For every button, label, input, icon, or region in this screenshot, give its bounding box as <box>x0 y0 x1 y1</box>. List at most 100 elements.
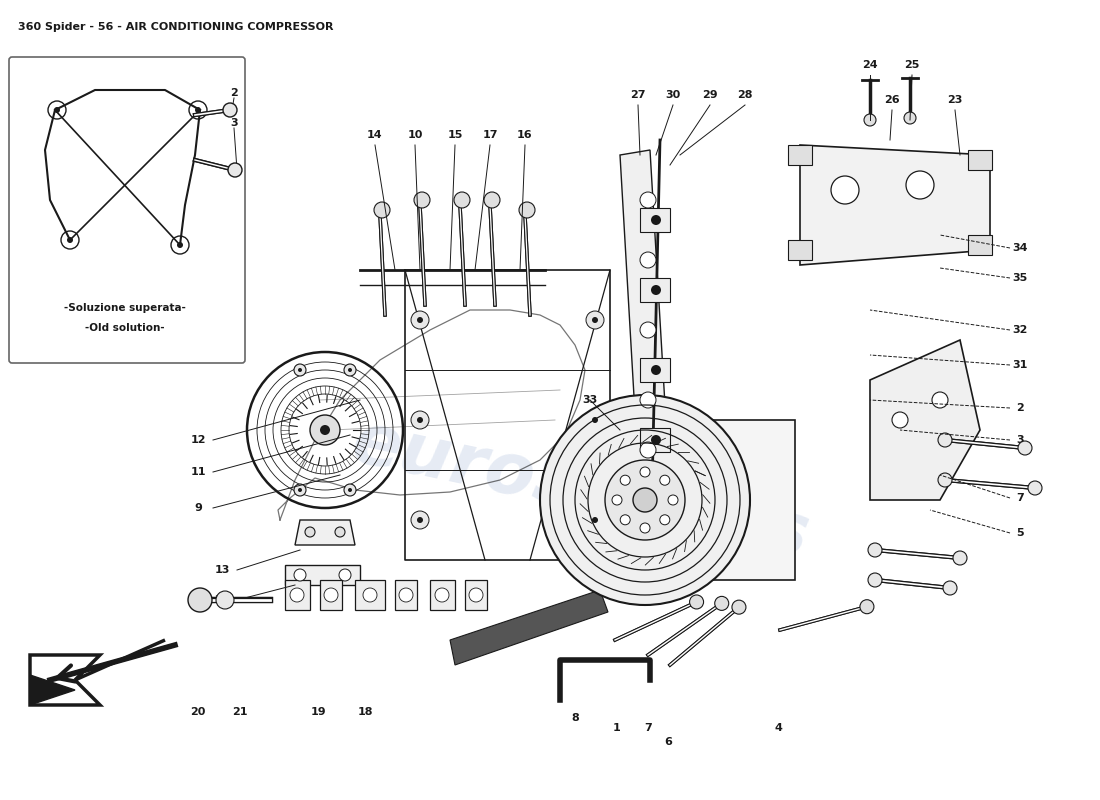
Circle shape <box>640 392 656 408</box>
Circle shape <box>938 433 952 447</box>
Circle shape <box>640 442 656 458</box>
Text: 4: 4 <box>774 723 782 733</box>
Circle shape <box>668 495 678 505</box>
Circle shape <box>904 112 916 124</box>
Circle shape <box>592 317 598 323</box>
Circle shape <box>592 517 598 523</box>
Circle shape <box>640 252 656 268</box>
Circle shape <box>339 569 351 581</box>
Text: 24: 24 <box>862 60 878 70</box>
Bar <box>320 580 342 610</box>
Polygon shape <box>450 590 608 665</box>
Circle shape <box>348 368 352 372</box>
Circle shape <box>932 392 948 408</box>
Text: 13: 13 <box>214 565 230 575</box>
Text: 7: 7 <box>1016 493 1024 503</box>
Circle shape <box>188 588 212 612</box>
Circle shape <box>592 417 598 423</box>
Circle shape <box>411 411 429 429</box>
Circle shape <box>953 551 967 565</box>
Bar <box>640 278 670 302</box>
Circle shape <box>216 591 234 609</box>
Circle shape <box>177 242 183 248</box>
Text: 1: 1 <box>613 723 620 733</box>
Bar <box>465 580 487 610</box>
Circle shape <box>374 202 390 218</box>
Text: 25: 25 <box>904 60 920 70</box>
FancyBboxPatch shape <box>9 57 245 363</box>
Circle shape <box>414 192 430 208</box>
Text: 6: 6 <box>664 737 672 747</box>
Circle shape <box>605 460 685 540</box>
Circle shape <box>690 595 704 609</box>
Text: 22: 22 <box>214 595 230 605</box>
Text: 7: 7 <box>645 723 652 733</box>
Text: 34: 34 <box>1012 243 1027 253</box>
Circle shape <box>640 467 650 477</box>
Text: 3: 3 <box>230 123 238 133</box>
Circle shape <box>640 322 656 338</box>
Circle shape <box>363 588 377 602</box>
Circle shape <box>943 581 957 595</box>
Circle shape <box>632 488 657 512</box>
Text: 10: 10 <box>407 130 422 140</box>
Circle shape <box>620 514 630 525</box>
Circle shape <box>651 285 661 295</box>
Text: 29: 29 <box>702 90 718 100</box>
Text: 19: 19 <box>310 707 326 717</box>
Circle shape <box>860 600 873 614</box>
Circle shape <box>417 317 424 323</box>
Circle shape <box>660 475 670 486</box>
Circle shape <box>195 107 201 113</box>
Bar <box>675 420 795 580</box>
Bar <box>285 580 310 610</box>
Text: 12: 12 <box>190 435 206 445</box>
Polygon shape <box>620 150 670 500</box>
Circle shape <box>336 527 345 537</box>
Polygon shape <box>870 340 980 500</box>
Bar <box>355 580 385 610</box>
Text: 32: 32 <box>1012 325 1027 335</box>
Bar <box>640 358 670 382</box>
Circle shape <box>864 114 876 126</box>
Circle shape <box>294 569 306 581</box>
Circle shape <box>411 511 429 529</box>
Circle shape <box>348 488 352 492</box>
Circle shape <box>320 425 330 435</box>
Text: 3: 3 <box>230 118 238 128</box>
Text: 20: 20 <box>190 707 206 717</box>
Bar <box>430 580 455 610</box>
Polygon shape <box>295 520 355 545</box>
Circle shape <box>223 103 236 117</box>
Text: 3: 3 <box>1016 435 1024 445</box>
Text: 27: 27 <box>630 90 646 100</box>
Circle shape <box>411 311 429 329</box>
Text: 31: 31 <box>1012 360 1027 370</box>
Text: 21: 21 <box>232 707 248 717</box>
Circle shape <box>294 484 306 496</box>
Text: 16: 16 <box>517 130 532 140</box>
Circle shape <box>1018 441 1032 455</box>
Circle shape <box>298 368 302 372</box>
Text: 23: 23 <box>947 95 962 105</box>
Text: euroSpares: euroSpares <box>345 408 815 572</box>
Bar <box>788 145 812 165</box>
Circle shape <box>294 364 306 376</box>
Circle shape <box>868 573 882 587</box>
Circle shape <box>434 588 449 602</box>
Circle shape <box>484 192 500 208</box>
Circle shape <box>54 107 60 113</box>
Text: 17: 17 <box>482 130 497 140</box>
Circle shape <box>399 588 412 602</box>
Circle shape <box>417 417 424 423</box>
Circle shape <box>868 543 882 557</box>
Circle shape <box>519 202 535 218</box>
Circle shape <box>938 473 952 487</box>
Circle shape <box>298 488 302 492</box>
Text: 8: 8 <box>571 713 579 723</box>
Circle shape <box>651 215 661 225</box>
Circle shape <box>344 364 356 376</box>
Bar <box>640 208 670 232</box>
Circle shape <box>892 412 907 428</box>
Circle shape <box>620 475 630 486</box>
